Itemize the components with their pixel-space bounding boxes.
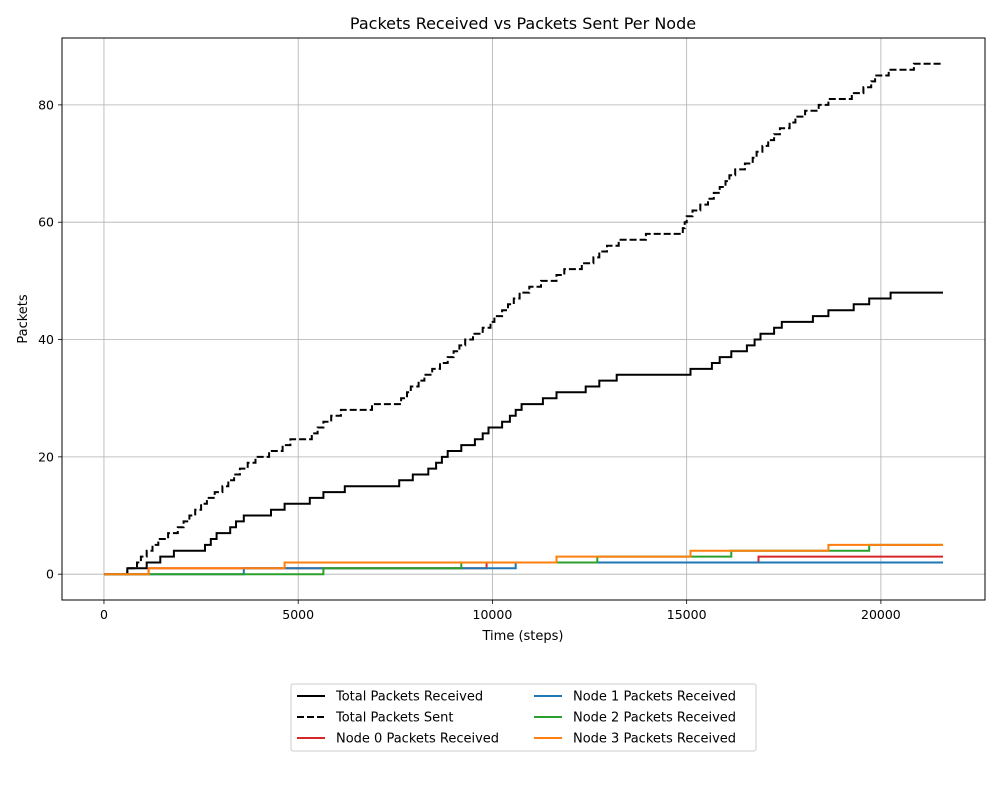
legend: Total Packets Received Total Packets Sent… xyxy=(290,683,757,752)
legend-label: Node 3 Packets Received xyxy=(573,732,736,747)
series-line-4 xyxy=(104,543,943,576)
x-tick-label: 10000 xyxy=(473,607,513,622)
chart-title: Packets Received vs Packets Sent Per Nod… xyxy=(350,14,696,33)
x-tick-label: 5000 xyxy=(282,607,314,622)
x-tick-label: 0 xyxy=(100,607,108,622)
series-layer xyxy=(104,62,943,576)
legend-label: Node 2 Packets Received xyxy=(573,711,736,726)
grid-lines xyxy=(62,38,985,600)
series-line-5 xyxy=(104,543,943,576)
series-line-0 xyxy=(104,291,943,576)
legend-label: Total Packets Received xyxy=(335,690,483,705)
y-tick-label: 20 xyxy=(38,449,54,464)
legend-label: Node 1 Packets Received xyxy=(573,690,736,705)
y-axis: 0 20 40 60 80 xyxy=(38,97,62,582)
y-tick-label: 80 xyxy=(38,97,54,112)
plot-frame xyxy=(61,37,986,601)
y-tick-label: 0 xyxy=(46,567,54,582)
series-line-2 xyxy=(104,555,943,576)
x-axis-label: Time (steps) xyxy=(482,629,564,644)
x-axis: 0 5000 10000 15000 20000 xyxy=(100,600,901,622)
x-tick-label: 20000 xyxy=(861,607,901,622)
legend-label: Node 0 Packets Received xyxy=(336,732,499,747)
x-tick-label: 15000 xyxy=(667,607,707,622)
y-tick-label: 40 xyxy=(38,332,54,347)
legend-label: Total Packets Sent xyxy=(335,711,454,726)
series-line-1 xyxy=(104,62,943,576)
y-axis-label: Packets xyxy=(16,294,31,344)
legend-box xyxy=(290,683,757,752)
y-tick-label: 60 xyxy=(38,215,54,230)
